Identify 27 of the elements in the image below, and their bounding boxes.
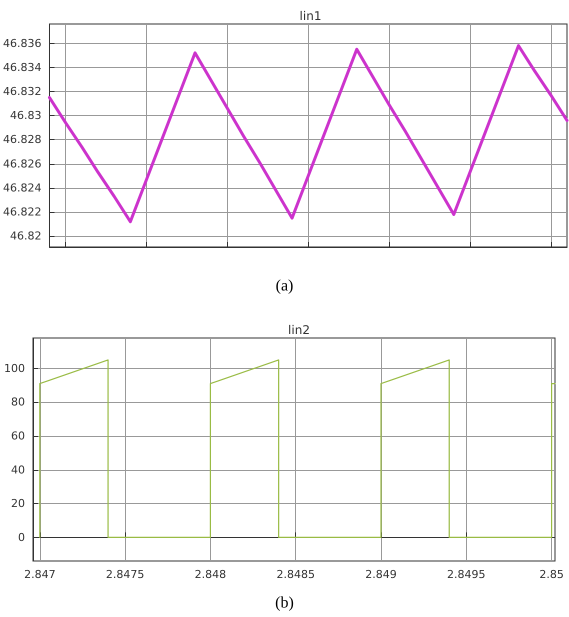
y-tick-label: 46.83 <box>10 109 42 122</box>
x-tick-label: 2.848 <box>194 568 226 581</box>
y-tick-label: 80 <box>11 396 25 409</box>
y-tick-label: 46.832 <box>2 85 42 98</box>
y-tick-label: 0 <box>18 530 25 544</box>
x-tick-label: 2.8495 <box>447 568 486 581</box>
y-tick-label: 46.82 <box>10 230 42 243</box>
text: (a) <box>276 278 294 294</box>
x-tick-label: 2.849 <box>365 568 397 581</box>
y-tick-label: 60 <box>11 429 25 442</box>
x-tick-label: 2.85 <box>539 568 564 581</box>
y-tick-label: 40 <box>11 463 25 476</box>
y-tick-label: 100 <box>4 362 25 375</box>
y-tick-label: 20 <box>11 497 25 510</box>
line-series <box>48 44 568 224</box>
x-tick-label: 2.8485 <box>276 568 315 581</box>
x-tick-label: 2.8475 <box>106 568 144 581</box>
y-tick-label: 46.824 <box>2 181 42 194</box>
x-tick-label: 2.847 <box>24 568 56 581</box>
chart-title: lin1 <box>300 9 322 23</box>
y-tick-label: 46.828 <box>2 133 42 146</box>
y-tick-label: 46.834 <box>2 60 42 74</box>
y-tick-label: 46.822 <box>2 206 42 219</box>
chart-title: lin2 <box>288 323 310 337</box>
y-tick-label: 46.826 <box>2 157 42 170</box>
y-tick-label: 46.836 <box>2 36 42 50</box>
text: (b) <box>275 594 294 612</box>
